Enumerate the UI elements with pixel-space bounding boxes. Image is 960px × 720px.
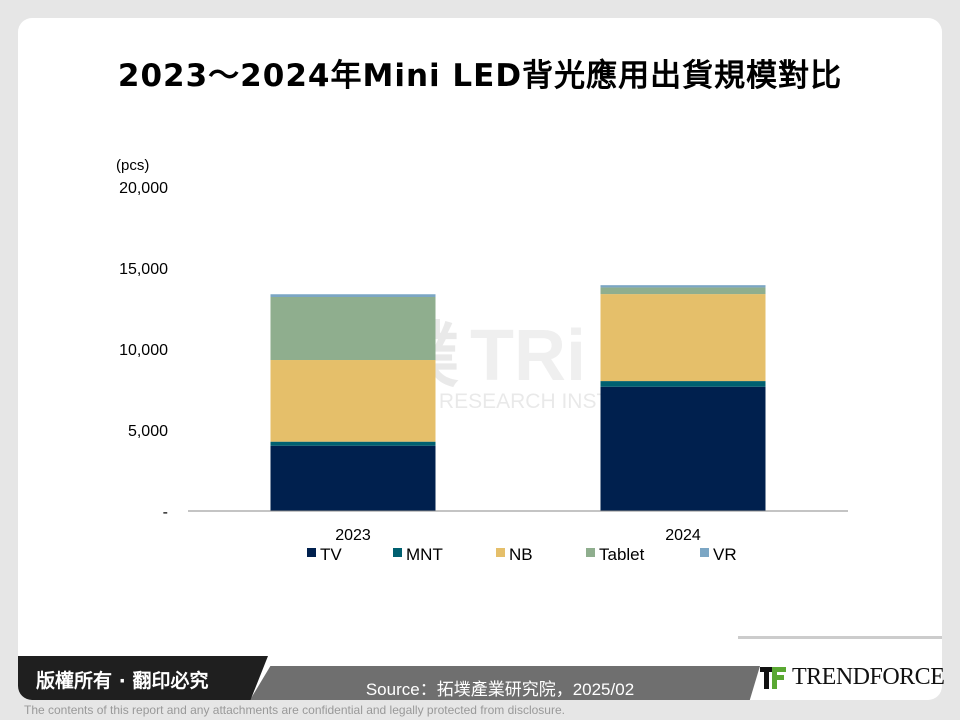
legend-swatch-nb (496, 548, 505, 557)
legend-swatch-mnt (393, 548, 402, 557)
x-tick-label: 2024 (665, 527, 701, 544)
y-tick-label: 10,000 (119, 342, 168, 359)
bar-segment-2024-vr (600, 285, 766, 288)
trendforce-logo: TRENDFORCE (760, 664, 945, 691)
y-tick-label: 15,000 (119, 261, 168, 278)
bar-segment-2023-mnt (270, 441, 436, 446)
bar-segment-2024-nb (600, 294, 766, 382)
legend-label-vr: VR (713, 545, 737, 564)
chart-title: 2023～2024年Mini LED背光應用出貨規模對比 (117, 58, 843, 94)
legend-swatch-tv (307, 548, 316, 557)
watermark-mark: TRi (470, 316, 586, 396)
legend-label-tablet: Tablet (599, 545, 645, 564)
legend-label-tv: TV (320, 545, 342, 564)
bar-segment-2024-mnt (600, 381, 766, 387)
legend-swatch-tablet (586, 548, 595, 557)
bar-segment-2024-tablet (600, 287, 766, 295)
copyright-text: 版權所有 · 翻印必究 (36, 670, 209, 692)
bar-segment-2023-tablet (270, 296, 436, 361)
slide-card (18, 18, 942, 700)
trendforce-logo-icon (760, 666, 786, 689)
legend-swatch-vr (700, 548, 709, 557)
bar-segment-2023-nb (270, 360, 436, 442)
legend-label-mnt: MNT (406, 545, 443, 564)
disclaimer-text: The contents of this report and any atta… (24, 703, 565, 717)
y-tick-label: - (163, 504, 168, 521)
footer-source-band (250, 666, 760, 700)
y-tick-label: 20,000 (119, 180, 168, 197)
x-tick-label: 2023 (335, 527, 371, 544)
trendforce-logo-text: TRENDFORCE (792, 664, 945, 690)
y-tick-label: 5,000 (128, 423, 168, 440)
footer-copyright-band (18, 656, 268, 700)
y-axis-label: (pcs) (116, 157, 149, 174)
legend-label-nb: NB (509, 545, 533, 564)
bar-segment-2023-vr (270, 294, 436, 297)
bar-segment-2023-tv (270, 445, 436, 511)
source-text: Source：拓墣產業研究院，2025/02 (365, 680, 635, 699)
bar-segment-2024-tv (600, 386, 766, 511)
footer-decoration (738, 636, 942, 703)
